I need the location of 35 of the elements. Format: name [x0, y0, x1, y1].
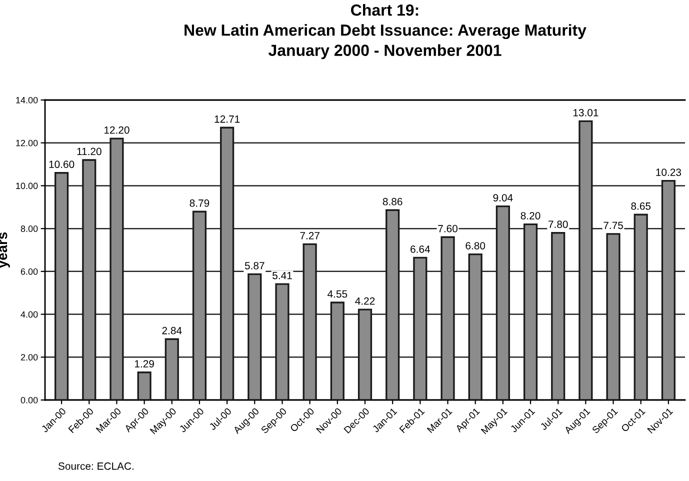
data-label: 13.01: [573, 109, 598, 116]
data-label: 4.55: [328, 290, 348, 298]
bar: [137, 372, 152, 400]
data-label: 1.29: [134, 360, 154, 368]
data-label: 12.71: [214, 115, 240, 123]
y-tick-label: 8.00: [20, 226, 38, 232]
data-label: 7.75: [604, 222, 623, 230]
data-label: 7.60: [438, 224, 458, 232]
data-label: 12.20: [104, 126, 130, 134]
y-tick-label: 6.00: [20, 268, 38, 275]
y-tick-label: 2.00: [20, 354, 38, 361]
data-label: 6.80: [466, 242, 486, 250]
data-label: 2.84: [162, 326, 182, 334]
data-label: 11.20: [77, 148, 102, 156]
y-tick-label: 10.00: [16, 182, 38, 190]
data-label: 10.60: [49, 160, 74, 168]
data-label: 8.65: [631, 202, 651, 210]
y-axis-title: years: [0, 232, 10, 268]
data-label: 7.27: [300, 232, 320, 240]
data-label: 9.04: [493, 194, 513, 202]
y-tick-label: 0.00: [20, 396, 38, 404]
data-label: 10.23: [656, 168, 682, 176]
data-label: 6.64: [410, 246, 430, 253]
data-label: 7.80: [548, 220, 568, 228]
data-label: 8.86: [382, 198, 402, 206]
data-label: 5.41: [272, 272, 292, 280]
data-label: 8.79: [190, 199, 210, 207]
y-tick-label: 12.00: [16, 140, 38, 146]
y-tick-label: 4.00: [20, 311, 38, 318]
source-note: Source: ECLAC.: [58, 462, 134, 470]
data-label: 5.87: [244, 262, 264, 270]
y-tick-label: 14.00: [16, 96, 38, 104]
data-label: 4.22: [355, 297, 375, 305]
chart-title: Chart 19: New Latin American Debt Issuance: Average Maturity January 2000 - November 2001: [184, 4, 586, 60]
data-label: 8.20: [520, 212, 540, 220]
